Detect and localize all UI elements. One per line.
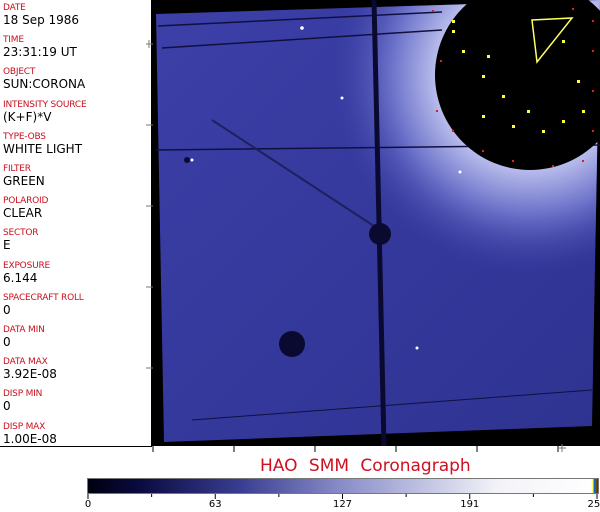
grid-dot (440, 60, 442, 62)
colorbar (87, 478, 599, 494)
grid-dot (572, 8, 574, 10)
field-value: 6.144 (3, 270, 38, 285)
field-label: DATA MIN (3, 325, 45, 335)
field-label: SECTOR (3, 228, 39, 239)
grid-dot (577, 80, 580, 83)
field-type-obs: TYPE-OBS WHITE LIGHT (3, 132, 82, 156)
field-value: WHITE LIGHT (3, 141, 83, 156)
field-label: POLAROID (3, 196, 49, 207)
grid-dot (562, 120, 565, 123)
grid-dot (482, 115, 485, 118)
field-value: (K+F)*V (3, 109, 52, 124)
grid-markers (432, 8, 594, 167)
field-value: 3.92E-08 (3, 367, 57, 382)
field-value: GREEN (3, 174, 45, 188)
field-data-max: DATA MAX 3.92E-08 (3, 357, 57, 381)
grid-dot (592, 90, 594, 92)
instrument-title: HAO SMM Coronagraph (260, 456, 471, 476)
header-info-panel: DATE 18 Sep 1986 TIME 23:31:19 UT OBJECT SUN:… (0, 0, 152, 447)
grid-dot (452, 130, 454, 132)
colorbar-tick-label: 0 (84, 499, 92, 510)
grid-dot (552, 165, 554, 167)
field-value: CLEAR (3, 206, 43, 221)
field-disp-min: DISP MIN 0 (3, 389, 42, 413)
field-label: TIME (3, 35, 24, 46)
field-spacecraft-roll: SPACECRAFT ROLL 0 (3, 293, 84, 317)
grid-dot (592, 20, 594, 22)
occulter-pylon (371, 0, 387, 446)
grid-dot (542, 130, 545, 133)
grid-dot (452, 20, 455, 23)
grid-dot (482, 150, 484, 152)
field-label: SPACECRAFT ROLL (3, 292, 84, 303)
field-object: OBJECT SUN:CORONA (3, 67, 85, 91)
grid-dot (592, 50, 594, 52)
grid-dot (452, 30, 455, 33)
field-disp-max: DISP MAX 1.00E-08 (3, 422, 57, 446)
colorbar-tick-label: 191 (460, 499, 480, 510)
field-polaroid: POLAROID CLEAR (3, 196, 48, 220)
field-date: DATE 18 Sep 1986 (3, 3, 79, 27)
field-label: DATE (3, 3, 26, 13)
field-label: EXPOSURE (3, 260, 51, 271)
coronagraph-image (152, 0, 600, 446)
field-label: OBJECT (3, 67, 36, 78)
field-value: 18 Sep 1986 (3, 13, 80, 27)
field-value: 23:31:19 UT (3, 45, 77, 60)
occulter-disk (435, 0, 600, 170)
field-value: SUN:CORONA (3, 77, 86, 92)
grid-dot (592, 130, 594, 132)
grid-dot (512, 160, 514, 162)
field-data-min: DATA MIN 0 (3, 325, 45, 349)
field-filter: FILTER GREEN (3, 164, 45, 188)
field-time: TIME 23:31:19 UT (3, 35, 77, 59)
field-label: TYPE-OBS (3, 131, 46, 142)
field-value: 0 (3, 302, 11, 317)
grid-dot (487, 55, 490, 58)
colorbar-tick-label: 63 (208, 499, 222, 510)
field-sector: SECTOR E (3, 228, 39, 253)
colorbar-tick-label: 255 (587, 499, 600, 510)
field-label: DATA MAX (3, 357, 48, 368)
field-value: E (3, 238, 11, 253)
grid-dot (502, 95, 505, 98)
field-value: 0 (3, 399, 11, 414)
grid-dot (462, 50, 465, 53)
field-intensity-source: INTENSITY SOURCE (K+F)*V (3, 100, 87, 124)
grid-dot (432, 10, 434, 12)
grid-dot (436, 110, 438, 112)
grid-dot (582, 160, 584, 162)
grid-dot (527, 110, 530, 113)
grid-dot (482, 75, 485, 78)
grid-dot (512, 125, 515, 128)
grid-dot (562, 40, 565, 43)
field-value: 0 (3, 335, 11, 349)
field-value: 1.00E-08 (3, 431, 57, 446)
grid-dot (582, 110, 585, 113)
field-exposure: EXPOSURE 6.144 (3, 261, 50, 285)
field-label: DISP MIN (3, 389, 43, 400)
field-label: DISP MAX (3, 421, 46, 432)
field-label: INTENSITY SOURCE (3, 99, 87, 110)
field-label: FILTER (3, 164, 31, 174)
colorbar-tick-label: 127 (332, 499, 353, 510)
